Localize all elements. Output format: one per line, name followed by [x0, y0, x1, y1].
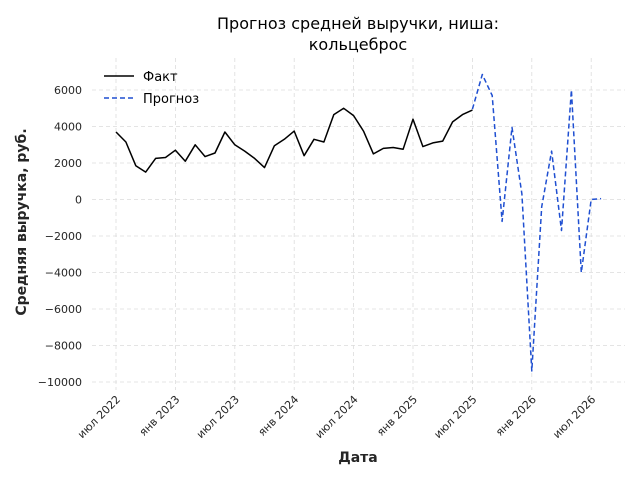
- x-tick-label: янв 2025: [374, 393, 420, 439]
- x-tick-label: июл 2025: [431, 393, 479, 441]
- y-tick-label: −2000: [45, 230, 82, 243]
- y-tick-label: −6000: [45, 303, 82, 316]
- x-tick-label: янв 2023: [137, 393, 183, 439]
- x-tick-label: июл 2022: [75, 393, 123, 441]
- series-line-forecast: [471, 73, 602, 372]
- chart-title-line-1: Прогноз средней выручки, ниша:: [217, 14, 499, 33]
- x-tick-label: июл 2026: [550, 393, 598, 441]
- y-tick-label: 0: [75, 194, 82, 207]
- x-tick-label: июл 2024: [313, 393, 361, 441]
- y-tick-label: 2000: [54, 157, 82, 170]
- y-tick-label: −10000: [38, 376, 82, 389]
- y-axis-label: Средняя выручка, руб.: [14, 128, 30, 315]
- legend-forecast-label: Прогноз: [143, 92, 199, 107]
- legend: Факт Прогноз: [104, 70, 199, 107]
- x-tick-label: июл 2023: [194, 393, 242, 441]
- x-tick-label: янв 2026: [493, 393, 539, 439]
- gridlines: [92, 58, 625, 390]
- y-tick-label: 4000: [54, 121, 82, 134]
- series-line-fact: [115, 107, 473, 173]
- x-axis-label: Дата: [338, 450, 377, 466]
- y-tick-label: 6000: [54, 84, 82, 97]
- y-tick-label: −4000: [45, 267, 82, 280]
- x-tick-label: янв 2024: [256, 393, 302, 439]
- y-tick-label: −8000: [45, 340, 82, 353]
- series-layer: [115, 73, 602, 372]
- legend-fact-label: Факт: [143, 70, 178, 85]
- chart-title-line-2: кольцеброс: [309, 35, 407, 54]
